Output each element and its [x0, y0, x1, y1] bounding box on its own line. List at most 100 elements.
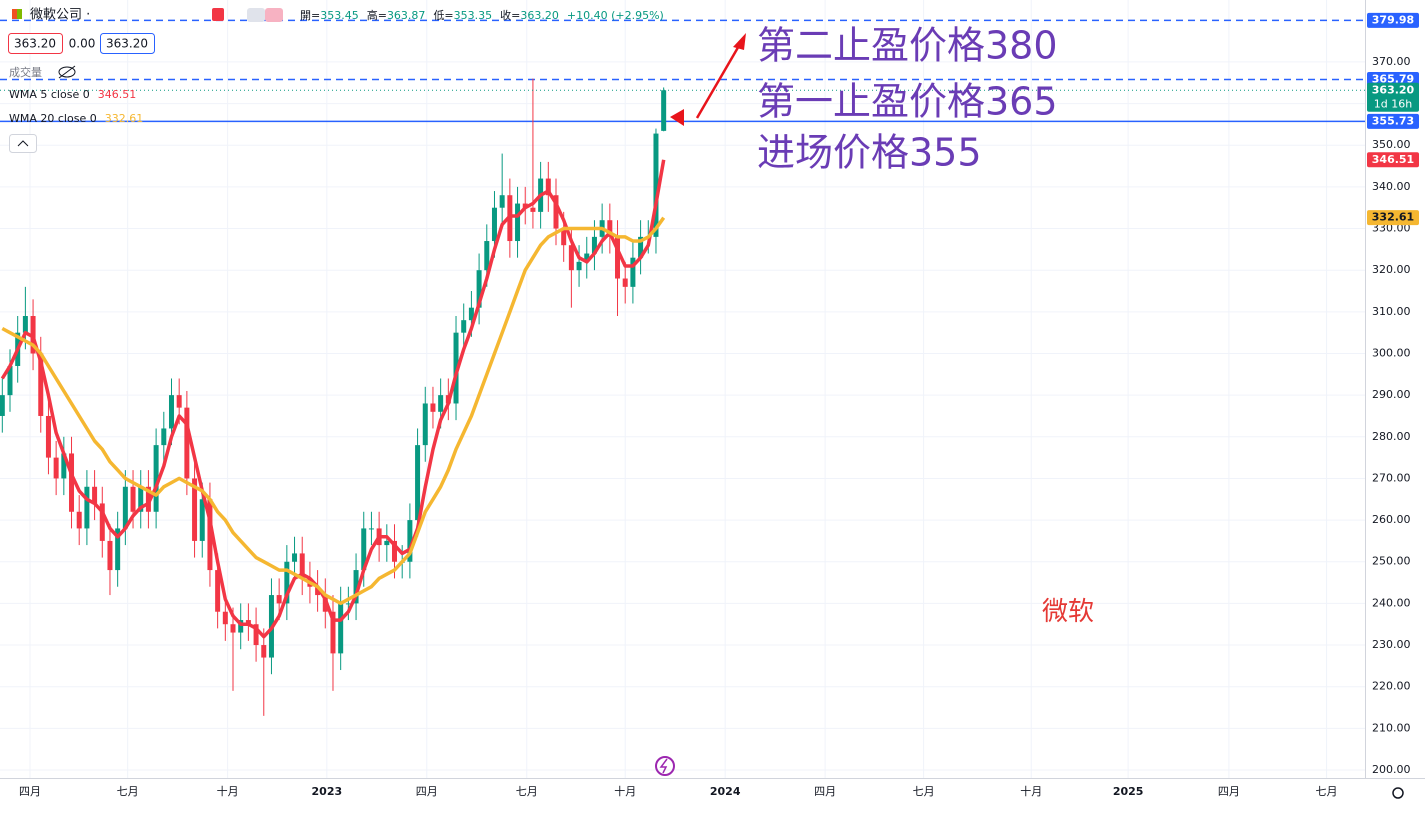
candle-body: [553, 195, 559, 229]
arrow: [695, 43, 742, 119]
countdown: 1d 16h: [1374, 97, 1412, 110]
legend-value: 346.51: [98, 88, 137, 101]
candle-body: [115, 528, 121, 571]
indicator-line: [1, 216, 666, 606]
logo: [12, 9, 17, 19]
x-tick-label: 2025: [1113, 785, 1144, 798]
spread: 0.00: [69, 37, 96, 51]
candle-body: [415, 445, 421, 521]
legend-label: WMA 5 close 0: [9, 88, 90, 101]
x-tick-label: 十月: [217, 784, 239, 798]
candle-body: [561, 228, 567, 246]
y-tick-label: 350.00: [1372, 138, 1411, 151]
candle-body: [107, 540, 113, 571]
ohlc-value: 353.45: [320, 9, 359, 22]
lightning-icon: [659, 758, 668, 774]
price-badge-label: 365.79: [1372, 72, 1414, 85]
collapse-icon: [17, 140, 29, 147]
y-tick-label: 370.00: [1372, 55, 1411, 68]
y-tick-label: 250.00: [1372, 555, 1411, 568]
candle-body: [330, 611, 336, 654]
ohlc-label: 低=: [433, 9, 453, 22]
candle-body: [284, 561, 290, 604]
x-tick-label: 2023: [312, 785, 343, 798]
candle-body: [384, 540, 390, 546]
candle-body: [138, 486, 144, 512]
candle-body: [161, 428, 167, 446]
candle-body: [315, 586, 321, 596]
candle-body: [661, 90, 667, 131]
candle-body: [461, 320, 467, 333]
x-tick-label: 七月: [117, 785, 139, 798]
candle-body: [276, 595, 282, 604]
annotation: 第二止盈价格380: [757, 24, 1058, 68]
annotation: 进场价格355: [757, 131, 982, 175]
candle-body: [153, 445, 159, 512]
candle-body: [7, 365, 13, 396]
y-tick-label: 280.00: [1372, 430, 1411, 443]
candle-body: [245, 620, 251, 625]
candle-body: [61, 453, 67, 479]
candle-body: [22, 316, 28, 333]
settings-icon[interactable]: [1392, 787, 1404, 799]
price-badge: [1367, 113, 1419, 129]
logo: [17, 9, 22, 19]
candle-body: [299, 553, 305, 579]
candle-body: [99, 503, 105, 541]
candle-body: [345, 603, 351, 605]
y-tick-label: 310.00: [1372, 305, 1411, 318]
candle-body: [407, 520, 413, 562]
icon: [247, 8, 265, 22]
y-tick-label: 260.00: [1372, 513, 1411, 526]
buy-box[interactable]: [100, 33, 155, 54]
candle-body: [653, 133, 659, 237]
lightning-icon[interactable]: [655, 756, 675, 776]
collapse-button[interactable]: [9, 134, 37, 153]
y-tick-label: 340.00: [1372, 180, 1411, 193]
x-tick-label: 七月: [913, 785, 935, 798]
sell-box[interactable]: [8, 33, 63, 54]
price-badge-label: 363.20: [1372, 83, 1415, 96]
price-badge-label: 346.51: [1372, 153, 1414, 166]
candle-body: [576, 261, 582, 271]
candle-body: [30, 316, 36, 354]
candle-body: [261, 645, 267, 658]
candle-body: [630, 257, 636, 287]
y-tick-label: 210.00: [1372, 721, 1411, 734]
x-tick-label: 四月: [416, 785, 438, 798]
y-tick-label: 240.00: [1372, 596, 1411, 609]
buy-price: 363.20: [106, 37, 148, 51]
y-tick-label: 290.00: [1372, 388, 1411, 401]
y-tick-label: 220.00: [1372, 680, 1411, 693]
candle-body: [53, 457, 59, 479]
icon: [212, 8, 224, 21]
x-tick-label: 2024: [710, 785, 741, 798]
candle-body: [368, 528, 374, 530]
candle-body: [130, 486, 136, 512]
eye-icon[interactable]: [58, 66, 76, 78]
candle-body: [530, 207, 536, 212]
price-badge-label: 332.61: [1372, 211, 1414, 224]
candle-body: [638, 236, 644, 258]
candle-body: [607, 220, 613, 237]
candle-body: [192, 478, 198, 541]
grid: [0, 0, 1365, 778]
annotations: 第二止盈价格380 第一止盈价格365 进场价格355 微软: [757, 24, 1094, 628]
price-badge: [1367, 210, 1419, 226]
x-tick-label: 七月: [516, 785, 538, 798]
candle-body: [392, 540, 398, 562]
y-tick-label: 320.00: [1372, 263, 1411, 276]
price-badge: [1367, 12, 1419, 28]
symbol: 微軟公司 ·: [30, 7, 90, 23]
candle-body: [453, 332, 459, 404]
ohlc-value: 363.87: [387, 9, 426, 22]
candle-body: [430, 403, 436, 412]
candle-body: [184, 407, 190, 479]
candle-body: [69, 453, 75, 512]
candle-body: [45, 415, 51, 458]
ohlc-label: 高=: [367, 8, 387, 22]
arrowhead: [733, 33, 746, 50]
